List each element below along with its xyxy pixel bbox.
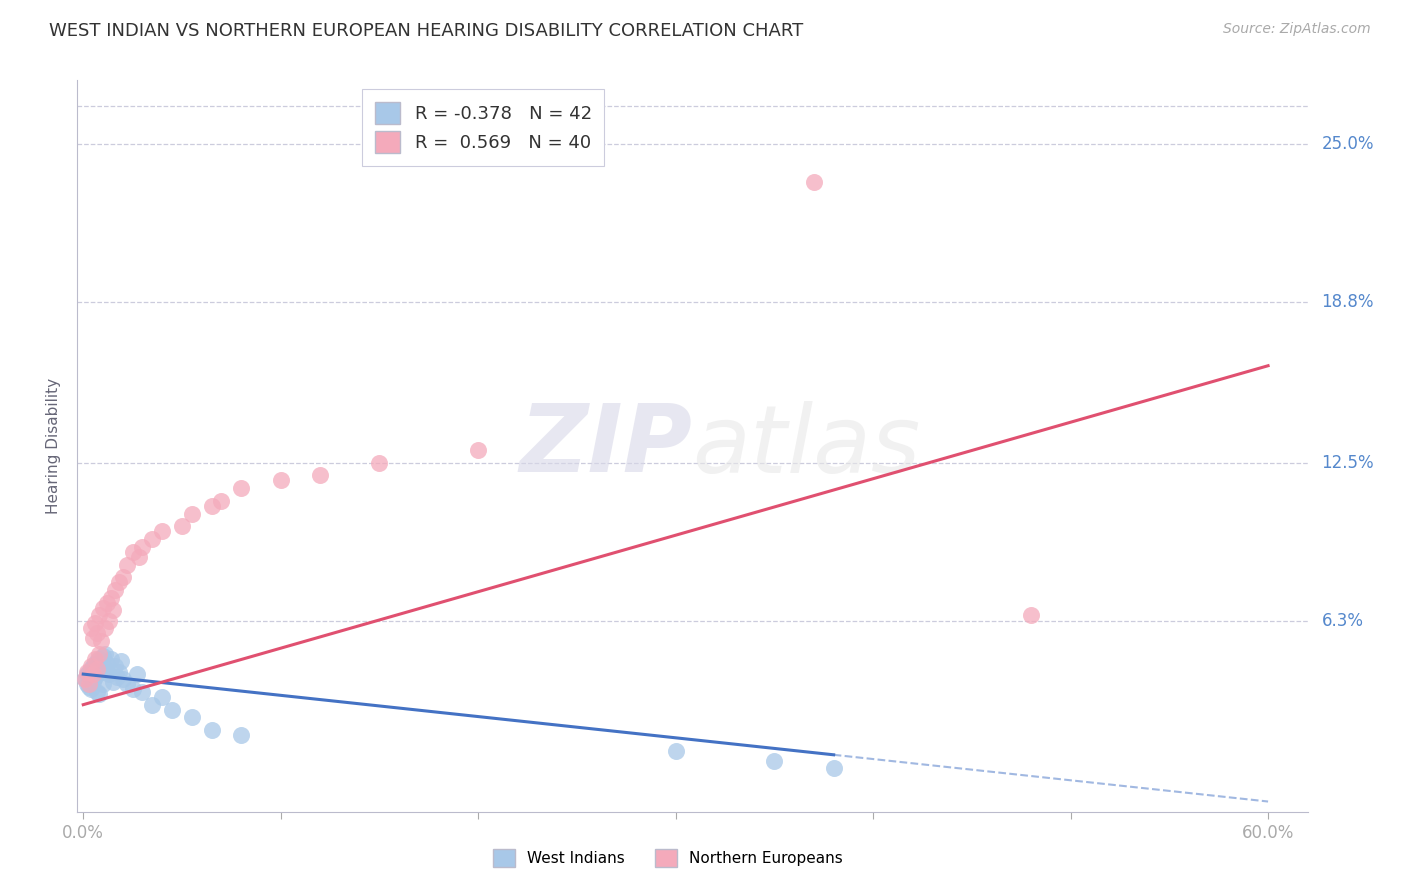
Point xyxy=(270,474,292,488)
Point xyxy=(1019,608,1042,623)
Point xyxy=(101,674,124,689)
Point xyxy=(107,575,129,590)
Point xyxy=(82,667,104,681)
Point xyxy=(141,698,163,712)
Point xyxy=(94,647,117,661)
Point xyxy=(80,682,103,697)
Point xyxy=(91,677,114,691)
Point xyxy=(84,616,107,631)
Y-axis label: Hearing Disability: Hearing Disability xyxy=(46,378,62,514)
Point xyxy=(160,703,183,717)
Point xyxy=(104,659,127,673)
Point xyxy=(100,652,122,666)
Text: 6.3%: 6.3% xyxy=(1322,612,1364,630)
Point xyxy=(90,634,112,648)
Point xyxy=(101,603,124,617)
Text: 12.5%: 12.5% xyxy=(1322,453,1374,472)
Point xyxy=(823,761,845,775)
Point xyxy=(180,507,202,521)
Point xyxy=(111,570,134,584)
Point xyxy=(91,649,114,664)
Point xyxy=(80,621,103,635)
Point xyxy=(77,677,100,691)
Point xyxy=(96,596,118,610)
Point xyxy=(80,659,103,673)
Text: atlas: atlas xyxy=(693,401,921,491)
Point xyxy=(107,665,129,679)
Point xyxy=(82,659,104,673)
Point xyxy=(84,657,107,671)
Point xyxy=(86,685,108,699)
Point xyxy=(96,657,118,671)
Point xyxy=(84,670,107,684)
Point xyxy=(87,647,110,661)
Point xyxy=(368,456,391,470)
Point xyxy=(77,680,100,694)
Point xyxy=(86,654,108,668)
Legend: West Indians, Northern Europeans: West Indians, Northern Europeans xyxy=(486,843,849,873)
Point xyxy=(141,532,163,546)
Point xyxy=(105,670,128,684)
Point xyxy=(87,652,110,666)
Point xyxy=(75,672,97,686)
Point xyxy=(763,754,786,768)
Point xyxy=(201,499,224,513)
Point xyxy=(84,652,107,666)
Text: 18.8%: 18.8% xyxy=(1322,293,1374,311)
Point xyxy=(80,662,103,676)
Point xyxy=(110,654,132,668)
Point xyxy=(94,662,117,676)
Point xyxy=(86,626,108,640)
Point xyxy=(77,665,100,679)
Point xyxy=(170,519,193,533)
Point xyxy=(125,667,148,681)
Point xyxy=(309,468,332,483)
Text: ZIP: ZIP xyxy=(520,400,693,492)
Text: Source: ZipAtlas.com: Source: ZipAtlas.com xyxy=(1223,22,1371,37)
Point xyxy=(76,677,98,691)
Point xyxy=(121,682,143,697)
Point xyxy=(90,665,112,679)
Point xyxy=(100,591,122,605)
Point xyxy=(97,614,120,628)
Point xyxy=(115,677,138,691)
Point xyxy=(82,632,104,646)
Text: 25.0%: 25.0% xyxy=(1322,135,1374,153)
Point xyxy=(121,545,143,559)
Point xyxy=(91,600,114,615)
Point xyxy=(211,493,233,508)
Text: WEST INDIAN VS NORTHERN EUROPEAN HEARING DISABILITY CORRELATION CHART: WEST INDIAN VS NORTHERN EUROPEAN HEARING… xyxy=(49,22,803,40)
Point xyxy=(94,621,117,635)
Point xyxy=(467,442,489,457)
Point xyxy=(231,481,253,495)
Point xyxy=(111,672,134,686)
Point xyxy=(231,728,253,742)
Point xyxy=(201,723,224,738)
Point xyxy=(131,540,153,554)
Point xyxy=(115,558,138,572)
Point xyxy=(76,665,98,679)
Point xyxy=(128,549,150,564)
Point xyxy=(131,685,153,699)
Point xyxy=(150,524,173,539)
Point xyxy=(180,710,202,724)
Point xyxy=(75,672,97,686)
Point xyxy=(87,688,110,702)
Point xyxy=(803,175,825,189)
Point xyxy=(665,743,688,757)
Point xyxy=(150,690,173,704)
Point xyxy=(76,667,98,681)
Point xyxy=(87,608,110,623)
Point xyxy=(82,674,104,689)
Point xyxy=(104,582,127,597)
Point xyxy=(86,662,108,676)
Point xyxy=(97,667,120,681)
